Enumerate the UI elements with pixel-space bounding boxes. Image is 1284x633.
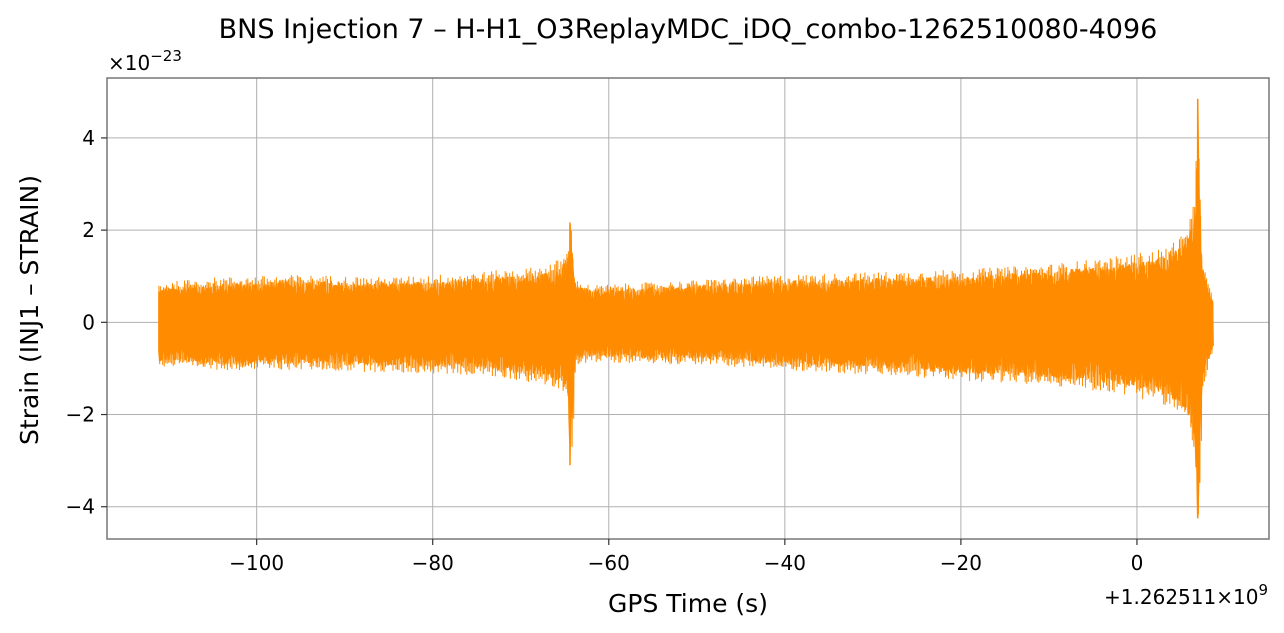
x-offset-label: +1.262511×109: [1104, 581, 1268, 609]
plot-area: [158, 98, 1214, 519]
y-tick-label: −2: [66, 403, 95, 427]
axes-frame: [106, 77, 1270, 540]
x-axis: −100 −80 −60 −40 −20 0: [229, 539, 1143, 575]
y-tick-label: 2: [82, 218, 95, 242]
x-tick-label: −60: [588, 551, 630, 575]
y-tick-label: 4: [82, 126, 95, 150]
x-axis-label: GPS Time (s): [608, 589, 768, 618]
y-axis: −4 −2 0 2 4: [66, 126, 107, 519]
y-axis-label: Strain (INJ1 – STRAIN): [15, 175, 44, 445]
x-tick-label: −100: [229, 551, 284, 575]
x-tick-label: −20: [940, 551, 982, 575]
y-tick-label: 0: [82, 310, 95, 334]
y-tick-label: −4: [66, 495, 95, 519]
series-strain-noise: [158, 114, 1214, 515]
chart-title: BNS Injection 7 – H-H1_O3ReplayMDC_iDQ_c…: [219, 14, 1158, 45]
x-tick-label: 0: [1131, 551, 1144, 575]
y-multiplier-label: ×10−23: [108, 47, 182, 75]
x-tick-label: −80: [412, 551, 454, 575]
x-tick-label: −40: [764, 551, 806, 575]
